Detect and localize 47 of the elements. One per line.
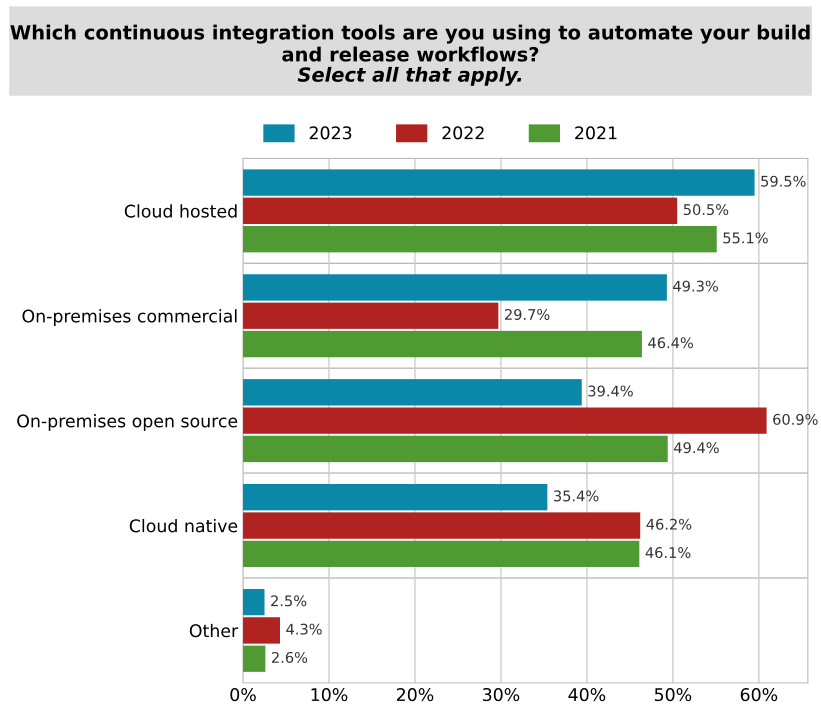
x-tick-label: 0% [230, 688, 256, 702]
bar [243, 198, 678, 224]
bar [243, 407, 767, 434]
bar [243, 226, 717, 252]
data-label: 46.2% [646, 518, 692, 530]
y-tick-label: On-premises open source [17, 414, 238, 431]
bar [243, 379, 582, 406]
data-label: 49.4% [674, 442, 719, 454]
bar [243, 646, 266, 672]
data-label: 2.6% [272, 652, 308, 663]
chart-subtitle: Select all that apply. [298, 66, 522, 86]
data-label: 46.1% [646, 547, 690, 558]
bar [243, 436, 668, 462]
legend-label: 2021 [575, 126, 616, 140]
data-label: 55.1% [723, 232, 768, 244]
data-label: 50.5% [684, 204, 728, 216]
data-label: 29.7% [504, 308, 550, 320]
y-tick-label: Other [190, 624, 238, 638]
y-tick-label: Cloud hosted [124, 204, 237, 218]
bar [243, 302, 498, 329]
legend-label: 2022 [442, 126, 484, 140]
data-label: 4.3% [286, 624, 322, 635]
x-tick-label: 20% [396, 688, 434, 702]
bar [243, 274, 667, 301]
x-tick-label: 50% [654, 688, 692, 702]
bar [243, 169, 755, 196]
x-tick-label: 30% [482, 688, 520, 702]
legend-label: 2023 [310, 126, 352, 140]
bar [243, 540, 640, 568]
data-label: 49.3% [673, 280, 718, 292]
x-tick-label: 40% [568, 688, 606, 702]
data-label: 35.4% [554, 490, 598, 502]
y-tick-label: On-premises commercial [22, 309, 237, 326]
data-label: 60.9% [773, 414, 818, 425]
chart-title: Which continuous integration tools are you using to automate your build and release workflows? [10, 24, 810, 62]
y-tick-label: Cloud native [130, 518, 238, 532]
bar [243, 617, 280, 644]
bar [243, 588, 265, 616]
bar [243, 330, 642, 358]
data-label: 59.5% [761, 176, 806, 187]
x-tick-label: 10% [312, 688, 348, 702]
bar [243, 484, 548, 510]
data-label: 39.4% [588, 386, 633, 397]
data-label: 2.5% [271, 595, 306, 606]
bar [243, 512, 640, 539]
data-label: 46.4% [648, 337, 694, 348]
x-tick-label: 60% [740, 688, 778, 702]
